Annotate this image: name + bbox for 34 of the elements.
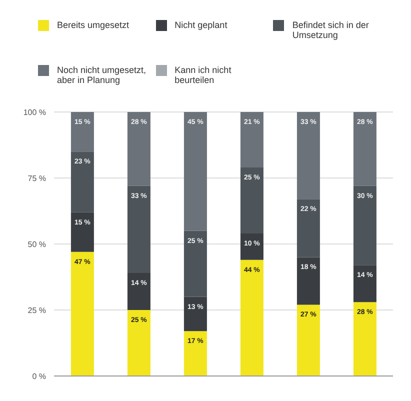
y-tick-label: 0 %: [32, 372, 46, 381]
bar: [127, 186, 150, 274]
bar: [70, 212, 94, 252]
bar: [296, 112, 320, 200]
y-tick-label: 100 %: [23, 108, 46, 117]
bar: [296, 257, 320, 305]
bar: [353, 112, 376, 186]
bar: [240, 233, 264, 260]
bar: [127, 310, 150, 376]
legend-label: Bereits umgesetzt: [57, 20, 130, 30]
y-tick-label: 25 %: [28, 306, 46, 315]
bar: [240, 112, 264, 168]
bar: [240, 260, 264, 376]
bar: [353, 302, 376, 376]
bar: [184, 296, 207, 332]
bar: [127, 273, 150, 310]
bar: [184, 331, 207, 376]
bar: [296, 199, 320, 258]
bar: [70, 112, 94, 152]
y-tick-label: 50 %: [28, 240, 46, 249]
legend-label: Noch nicht umgesetzt, aber in Planung: [57, 65, 148, 85]
bar: [70, 152, 94, 212]
bar: [240, 167, 264, 234]
bar: [353, 186, 376, 266]
bar: [353, 265, 376, 302]
y-tick-label: 75 %: [28, 174, 46, 183]
bar: [70, 252, 94, 376]
bar: [127, 112, 150, 186]
bar: [184, 112, 207, 231]
legend-label: Befindet sich in der Umsetzung: [292, 20, 370, 40]
bar: [296, 304, 320, 376]
legend-label: Kann ich nicht beurteilen: [174, 65, 232, 85]
legend-label: Nicht geplant: [174, 20, 228, 30]
bar: [184, 230, 207, 297]
